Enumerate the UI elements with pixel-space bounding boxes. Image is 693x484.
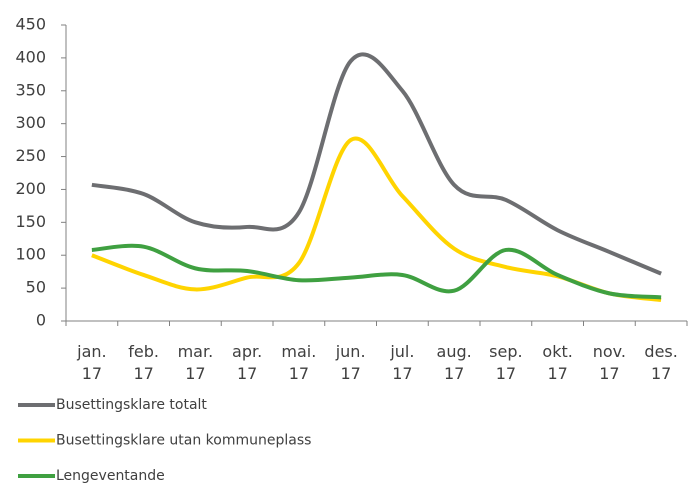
x-tick-label: jan. 17 (77, 342, 107, 383)
x-tick-label: aug. 17 (436, 342, 472, 383)
x-tick-label: des. 17 (644, 342, 678, 383)
x-tick-label: sep. 17 (489, 342, 523, 383)
series-line (91, 52, 662, 276)
x-tick-label: mar. 17 (177, 342, 214, 383)
y-tick-label: 50 (26, 278, 46, 297)
legend-label: Lengeventande (56, 468, 165, 484)
x-tick-label: jul. 17 (390, 342, 415, 383)
y-tick-label: 450 (15, 15, 46, 34)
y-tick-label: 150 (15, 212, 46, 231)
y-tick-label: 100 (15, 245, 46, 264)
x-tick-label: jun. 17 (335, 342, 366, 383)
x-tick-label: feb. 17 (128, 342, 159, 383)
y-tick-label: 400 (15, 47, 46, 66)
y-tick-label: 300 (15, 113, 46, 132)
y-tick-label: 350 (15, 80, 46, 99)
legend-label: Busettingsklare totalt (56, 397, 207, 413)
x-tick-label: mai. 17 (281, 342, 317, 383)
legend-label: Busettingsklare utan kommuneplass (56, 433, 311, 449)
y-tick-label: 200 (15, 179, 46, 198)
x-tick-label: apr. 17 (232, 342, 263, 383)
y-tick-label: 0 (36, 311, 46, 330)
x-tick-label: okt. 17 (542, 342, 573, 383)
series-line (91, 243, 662, 300)
x-tick-label: nov. 17 (592, 342, 626, 383)
y-tick-label: 250 (15, 146, 46, 165)
